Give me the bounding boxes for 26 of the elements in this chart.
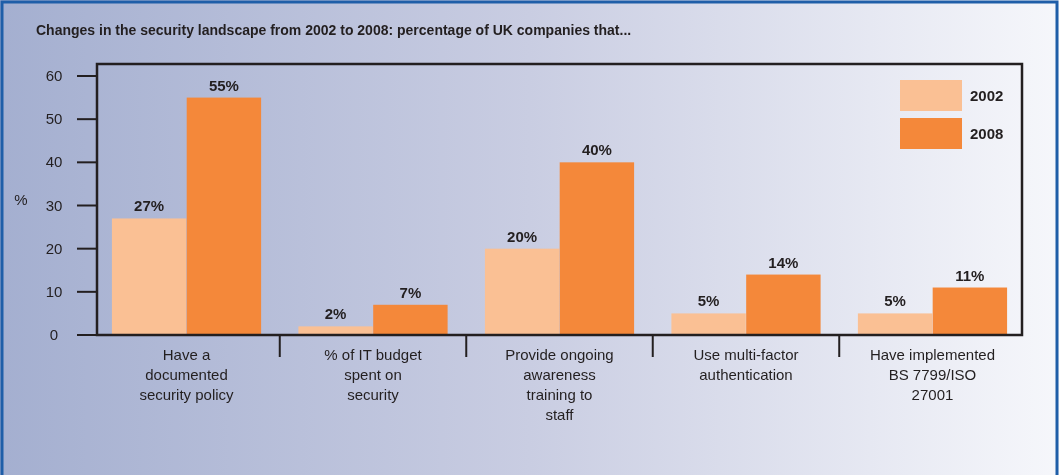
data-label: 7% <box>399 283 422 301</box>
y-tick-label: 20 <box>45 239 63 257</box>
data-label: 55% <box>208 76 239 94</box>
y-axis-title: % <box>14 191 28 208</box>
y-tick-label: 0 <box>49 326 59 343</box>
x-tick-label: Have implemented BS 7799/ISO 27001 <box>869 346 996 403</box>
data-label: 5% <box>884 292 906 310</box>
data-label: 5% <box>697 292 720 310</box>
chart-title: Changes in the security landscape from 2002 to 2008: percentage of UK companies that... <box>36 22 632 38</box>
legend-label: 2002 <box>970 87 1004 104</box>
data-label: 14% <box>768 253 799 271</box>
x-tick-label: % of IT budget spent on security <box>324 346 423 403</box>
data-label: 11% <box>955 266 985 284</box>
x-tick-label: Use multi-factor authentication <box>693 346 799 383</box>
data-label: 2% <box>324 305 347 323</box>
legend-label: 2008 <box>970 125 1004 142</box>
data-label: 20% <box>507 227 538 245</box>
y-tick-label: 60 <box>45 67 63 84</box>
data-label: 40% <box>581 141 612 159</box>
x-tick-label: Have a documented security policy <box>139 346 235 403</box>
y-tick-label: 30 <box>45 196 63 214</box>
y-tick-label: 40 <box>45 153 63 171</box>
x-tick-label: Provide ongoing awareness training to staff <box>505 346 614 423</box>
y-tick-label: 10 <box>45 282 63 300</box>
data-label: 27% <box>134 197 165 215</box>
y-tick-label: 50 <box>45 110 63 128</box>
